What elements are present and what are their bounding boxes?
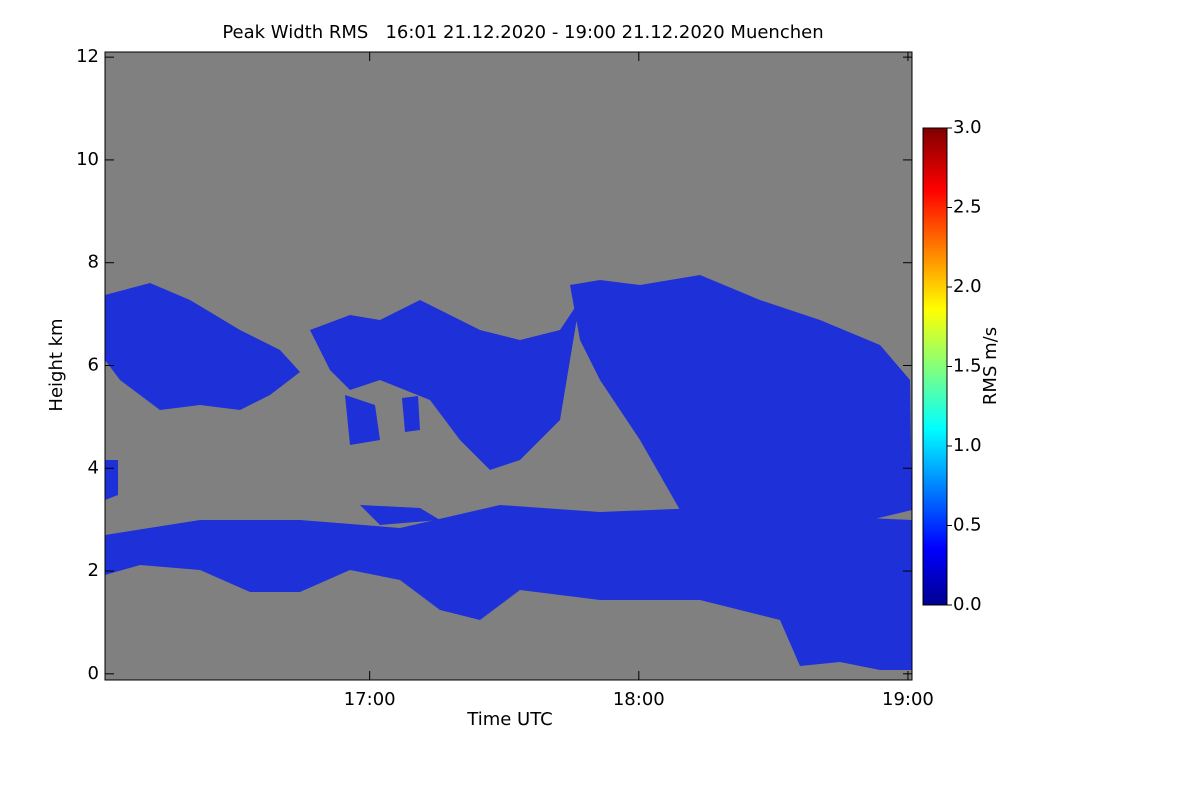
y-tick-label: 2 (88, 560, 99, 581)
x-tick-label: 17:00 (344, 689, 396, 710)
colorbar-tick-label: 1.5 (953, 356, 982, 377)
echo (402, 396, 420, 432)
y-tick-label: 6 (88, 354, 99, 375)
echo (360, 505, 440, 525)
y-tick-label: 12 (76, 46, 99, 67)
colorbar-tick-label: 0.5 (953, 515, 982, 536)
echo (105, 460, 118, 500)
plot-frame (104, 51, 913, 681)
echo (105, 283, 300, 410)
echo (570, 275, 912, 520)
colorbar-tick-label: 2.5 (953, 197, 982, 218)
y-tick-label: 0 (88, 663, 99, 684)
y-tick-label: 10 (76, 149, 99, 170)
echo-regions (105, 275, 912, 670)
colorbar-tick-label: 1.0 (953, 435, 982, 456)
colorbar (922, 127, 948, 606)
x-axis-label: Time UTC (466, 709, 552, 730)
echo (345, 395, 380, 445)
chart-title: Peak Width RMS 16:01 21.12.2020 - 19:00 … (222, 22, 823, 43)
x-tick-label: 18:00 (613, 689, 665, 710)
y-axis-label: Height km (46, 318, 67, 411)
y-tick-label: 8 (88, 252, 99, 273)
colorbar-label: RMS m/s (980, 327, 1001, 405)
echo (105, 505, 912, 670)
colorbar-tick-label: 2.0 (953, 276, 982, 297)
echo (310, 300, 580, 470)
colorbar-tick-label: 0.0 (953, 594, 982, 615)
colorbar-tick-label: 3.0 (953, 117, 982, 138)
x-tick-label: 19:00 (882, 689, 934, 710)
y-tick-label: 4 (88, 457, 99, 478)
